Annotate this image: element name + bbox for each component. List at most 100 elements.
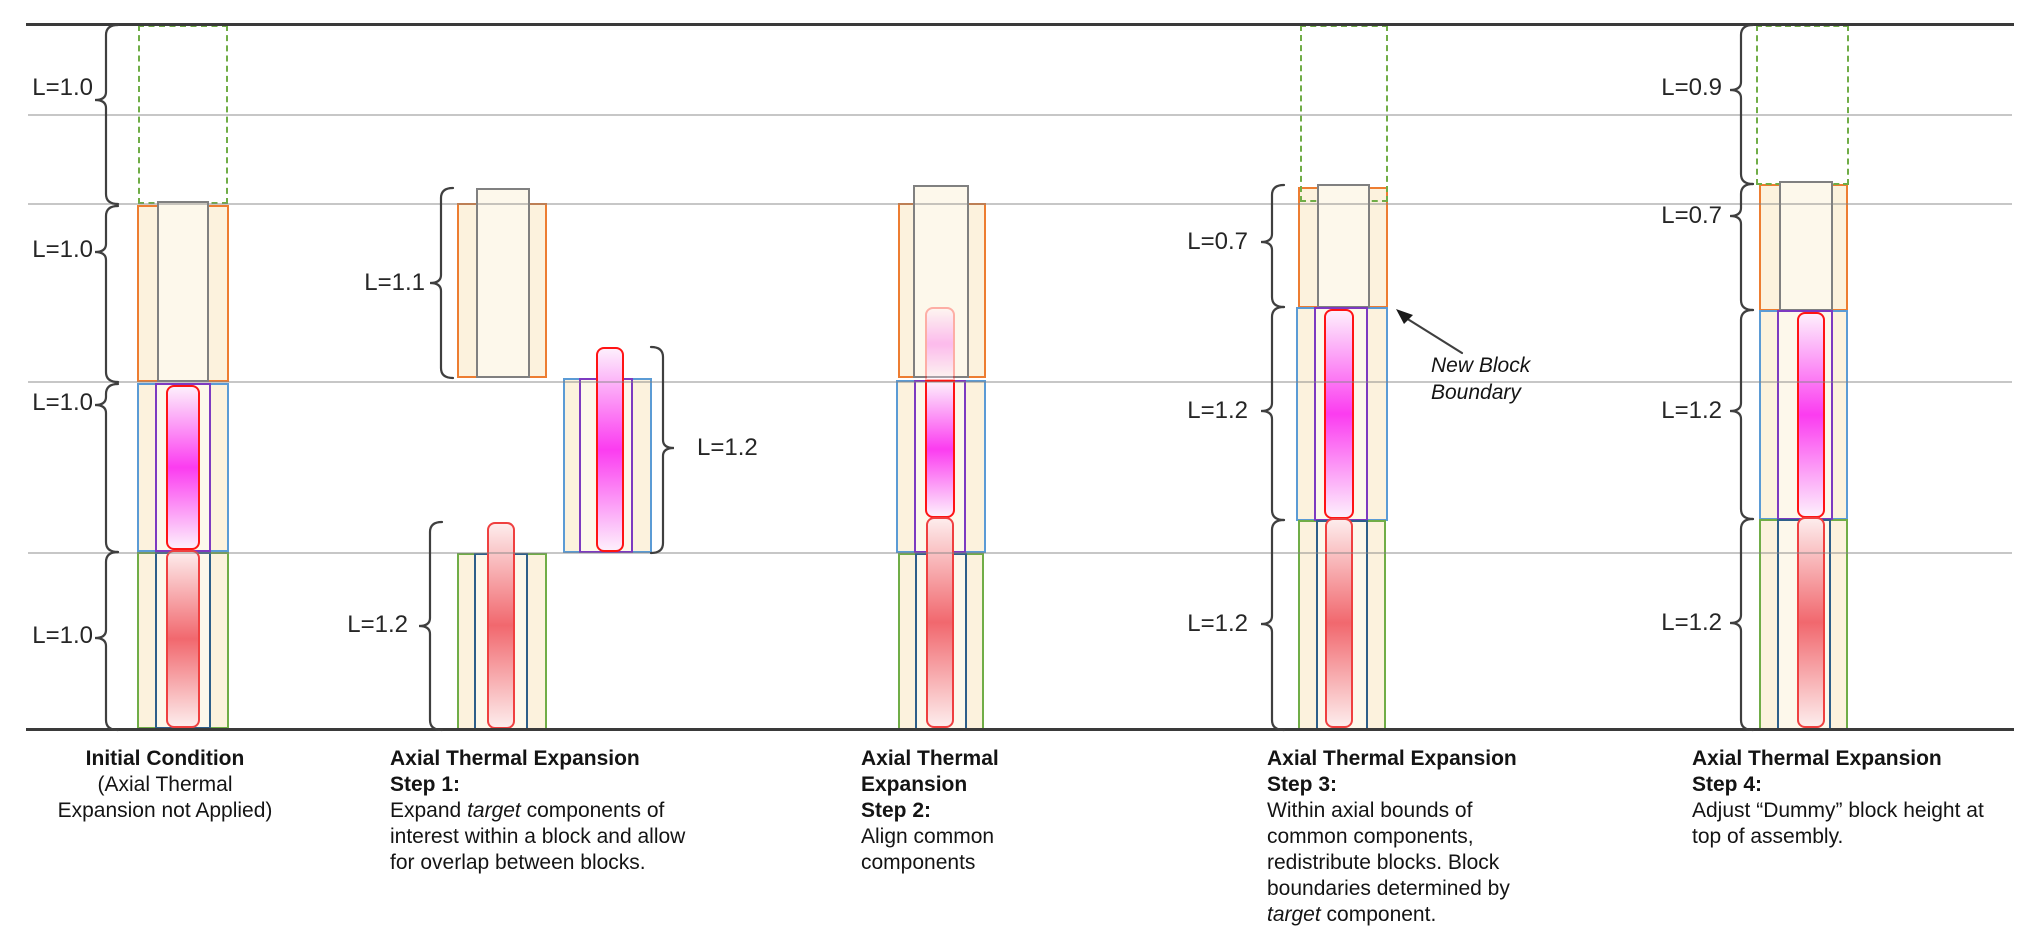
caption-text: Initial Condition [85,747,245,770]
caption-step3: Axial Thermal Expansion Step 3: Within a… [1267,746,1527,928]
caption-text: (Axial Thermal [97,773,233,796]
gridline [28,381,2012,383]
brace-initial-orange [94,204,120,384]
target-component-red [1325,518,1353,728]
caption-text-italic: target [467,799,521,822]
caption-step4: Axial Thermal Expansion Step 4: Adjust “… [1692,746,1992,850]
caption-line: Expansion [861,772,1101,798]
length-label: L=1.0 [32,389,93,416]
target-component-red [926,517,954,728]
length-label: L=1.1 [364,269,425,296]
dummy-block-dashed [1756,25,1849,185]
caption-line: Axial Thermal Expansion [1692,746,1992,772]
caption-line: Step 2: [861,798,1101,824]
brace-step1-middle [649,345,675,555]
brace-initial-green [94,550,120,732]
assembly-top-line [26,23,2014,26]
caption-line: top of assembly. [1692,824,1992,850]
target-component-magenta-overlap [925,307,955,381]
caption-text: Align common [861,825,995,848]
gridline [28,114,2012,116]
brace-step4-green [1729,517,1755,732]
caption-text: Step 3: [1267,773,1338,796]
brace-step3-blue [1260,305,1286,522]
caption-text: Step 4: [1692,773,1763,796]
target-component-red-expanded [487,522,515,729]
caption-line: Within axial bounds of [1267,798,1527,824]
caption-text: Adjust “Dummy” block height at [1692,799,1984,822]
caption-line: Step 4: [1692,772,1992,798]
duct-inner-gray [913,185,969,378]
annotation-arrow-line [1404,316,1464,355]
length-label: L=1.2 [1187,610,1248,637]
caption-text: component. [1320,903,1437,926]
caption-line: interest within a block and allow [390,824,690,850]
caption-text: Step 2: [861,799,932,822]
length-label: L=1.0 [32,622,93,649]
caption-line: Step 1: [390,772,690,798]
new-block-boundary-note: New Block Boundary [1431,352,1530,406]
brace-step1-top [429,186,455,380]
caption-line: Expansion not Applied) [45,798,285,824]
caption-text: Expand [390,799,468,822]
caption-line: (Axial Thermal [45,772,285,798]
caption-line: for overlap between blocks. [390,850,690,876]
caption-step1: Axial Thermal Expansion Step 1: Expand t… [390,746,690,876]
caption-line: redistribute blocks. Block [1267,850,1527,876]
caption-text: interest within a block and allow [390,825,686,848]
caption-text: Axial Thermal Expansion [390,747,640,770]
target-component-red [166,550,200,728]
annotation-arrowhead [1396,309,1413,324]
caption-text: top of assembly. [1692,825,1844,848]
target-component-magenta [1324,309,1354,519]
target-component-magenta [925,380,955,518]
caption-text: Step 1: [390,773,461,796]
caption-line: common components, [1267,824,1527,850]
caption-text: for overlap between blocks. [390,851,646,874]
caption-text: common components, [1267,825,1474,848]
length-label: L=0.7 [1187,228,1248,255]
length-label: L=1.0 [32,236,93,263]
caption-text: Expansion not Applied) [57,799,273,822]
annotation-line: New Block [1431,354,1531,377]
caption-line: Step 3: [1267,772,1527,798]
caption-line: Axial Thermal [861,746,1101,772]
caption-line: boundaries determined by [1267,876,1527,902]
target-component-magenta-expanded [596,347,624,552]
length-label: L=0.7 [1661,202,1722,229]
caption-text: components of [520,799,665,822]
caption-line: Axial Thermal Expansion [1267,746,1527,772]
brace-step4-dummy [1729,23,1755,186]
caption-text: Expansion [861,773,968,796]
length-label: L=1.2 [1661,397,1722,424]
caption-line: Expand target components of [390,798,690,824]
length-label: L=1.2 [697,434,758,461]
length-label: L=1.2 [1661,609,1722,636]
caption-line: Axial Thermal Expansion [390,746,690,772]
target-component-magenta [1797,312,1825,518]
caption-initial: Initial Condition (Axial Thermal Expansi… [45,746,285,824]
caption-line: components [861,850,1101,876]
caption-text: Axial Thermal [861,747,999,770]
caption-line: Adjust “Dummy” block height at [1692,798,1992,824]
caption-text: boundaries determined by [1267,877,1510,900]
assembly-bottom-line [26,728,2014,731]
caption-text: redistribute blocks. Block [1267,851,1500,874]
length-label: L=1.2 [1187,397,1248,424]
annotation-line: Boundary [1431,381,1521,404]
caption-text-italic: target [1267,903,1321,926]
caption-text: Axial Thermal Expansion [1692,747,1942,770]
length-label: L=0.9 [1661,74,1722,101]
caption-text: Axial Thermal Expansion [1267,747,1517,770]
target-component-red [1797,517,1825,728]
duct-inner-gray [1779,181,1833,311]
caption-text: components [861,851,976,874]
caption-line: Align common [861,824,1101,850]
caption-line: Initial Condition [45,746,285,772]
duct-inner-gray [157,201,209,382]
caption-step2: Axial Thermal Expansion Step 2: Align co… [861,746,1101,876]
target-component-magenta [166,385,200,550]
gridline [28,203,2012,205]
caption-line: target component. [1267,902,1527,928]
